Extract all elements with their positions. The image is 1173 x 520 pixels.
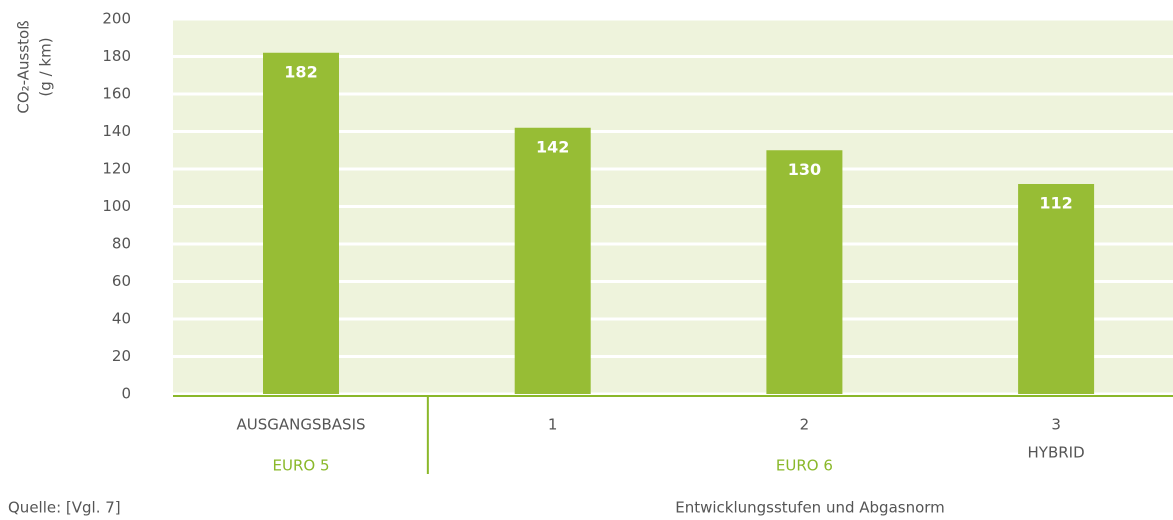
bar	[263, 52, 339, 394]
y-tick-label: 0	[121, 385, 131, 403]
y-tick-label: 120	[102, 160, 131, 178]
bar	[514, 127, 591, 394]
x-axis-title: Entwicklungsstufen und Abgasnorm	[675, 499, 945, 517]
source: Quelle: [Vgl. 7]	[8, 499, 121, 517]
value-label: 130	[788, 160, 821, 179]
value-label: 112	[1039, 194, 1072, 213]
y-tick-label: 20	[112, 347, 131, 365]
group-label: EURO 6	[776, 457, 833, 475]
y-unit: (g / km)	[37, 37, 55, 96]
y-tick-label: 200	[102, 10, 131, 28]
y-tick-label: 140	[102, 122, 131, 140]
y-label: CO₂-Ausstoß	[15, 20, 33, 113]
y-tick-label: 40	[112, 310, 131, 328]
x-tick-sublabel: HYBRID	[1028, 444, 1085, 462]
y-tick-label: 180	[102, 47, 131, 65]
y-tick-label: 80	[112, 235, 131, 253]
x-tick-label: 2	[800, 416, 810, 434]
y-axis-title: CO₂-Ausstoß (g / km)	[15, 20, 55, 113]
y-tick-label: 100	[102, 197, 131, 215]
x-tick-label: 3	[1051, 416, 1061, 434]
bar	[1018, 184, 1095, 394]
value-label: 142	[536, 137, 569, 156]
bar	[766, 150, 843, 394]
group-label: EURO 5	[273, 457, 330, 475]
y-tick-label: 160	[102, 85, 131, 103]
x-tick-label: 1	[548, 416, 558, 434]
x-tick-label: AUSGANGSBASIS	[236, 416, 365, 434]
y-tick-label: 60	[112, 272, 131, 290]
value-label: 182	[284, 62, 317, 81]
